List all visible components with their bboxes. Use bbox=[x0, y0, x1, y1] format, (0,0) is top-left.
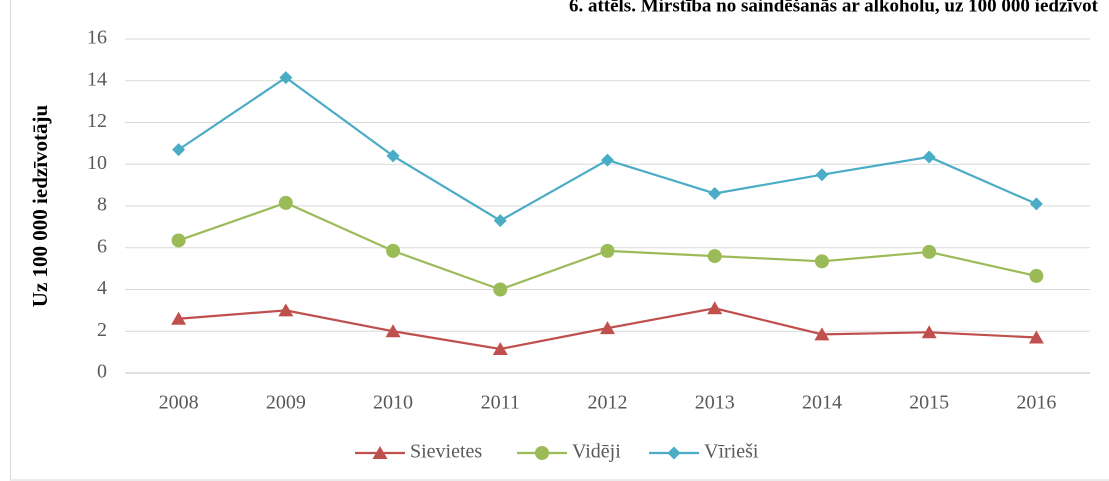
legend-label: Vidēji bbox=[572, 441, 621, 463]
marker-triangle bbox=[1028, 330, 1044, 344]
marker-diamond bbox=[601, 153, 614, 167]
y-tick-label: 4 bbox=[97, 277, 107, 299]
marker-triangle bbox=[372, 446, 388, 459]
marker-diamond bbox=[279, 71, 293, 85]
marker-triangle bbox=[814, 327, 830, 341]
marker-triangle bbox=[921, 325, 937, 339]
marker-circle bbox=[171, 233, 186, 248]
x-tick-label: 2008 bbox=[159, 392, 199, 414]
marker-circle bbox=[386, 243, 401, 258]
chart-frame bbox=[10, 0, 1109, 481]
marker-circle bbox=[1029, 268, 1044, 283]
x-tick-label: 2011 bbox=[481, 392, 520, 414]
y-tick-label: 16 bbox=[87, 27, 107, 49]
x-tick-label: 2015 bbox=[909, 392, 949, 414]
x-tick-label: 2014 bbox=[802, 392, 842, 414]
marker-diamond bbox=[708, 186, 722, 200]
marker-triangle bbox=[278, 303, 294, 317]
x-tick-label: 2013 bbox=[695, 392, 735, 414]
y-tick-label: 10 bbox=[87, 152, 107, 174]
marker-triangle bbox=[171, 311, 187, 325]
series-line bbox=[177, 76, 1037, 222]
marker-circle bbox=[535, 446, 549, 460]
marker-triangle bbox=[492, 341, 508, 355]
marker-circle bbox=[707, 249, 722, 264]
marker-diamond bbox=[667, 446, 681, 460]
marker-diamond bbox=[1029, 197, 1043, 211]
y-axis-label: Uz 100 000 iedzīvotāju bbox=[28, 104, 52, 307]
marker-triangle bbox=[385, 324, 401, 338]
y-tick-label: 0 bbox=[97, 361, 107, 383]
marker-circle bbox=[493, 282, 508, 297]
marker-circle bbox=[600, 243, 615, 258]
chart-title: 6. attēls. Mirstība no saindēšanās ar al… bbox=[569, 0, 1099, 16]
y-tick-label: 2 bbox=[97, 319, 107, 341]
x-tick-label: 2009 bbox=[266, 392, 306, 414]
marker-diamond bbox=[815, 168, 829, 182]
x-tick-label: 2012 bbox=[588, 392, 628, 414]
marker-circle bbox=[922, 244, 937, 259]
marker-triangle bbox=[707, 301, 723, 315]
marker-diamond bbox=[172, 143, 186, 157]
y-tick-label: 14 bbox=[87, 68, 107, 90]
x-tick-label: 2016 bbox=[1016, 392, 1056, 414]
marker-diamond bbox=[386, 149, 400, 163]
legend-label: Sievietes bbox=[410, 441, 482, 463]
legend-label: Vīrieši bbox=[704, 441, 759, 463]
y-tick-label: 6 bbox=[97, 235, 107, 257]
marker-diamond bbox=[493, 214, 507, 228]
y-tick-label: 12 bbox=[87, 110, 107, 132]
marker-triangle bbox=[600, 321, 615, 335]
marker-diamond bbox=[922, 150, 936, 164]
y-tick-label: 8 bbox=[97, 194, 107, 216]
marker-circle bbox=[278, 195, 293, 210]
marker-circle bbox=[814, 254, 829, 269]
x-tick-label: 2010 bbox=[373, 392, 413, 414]
